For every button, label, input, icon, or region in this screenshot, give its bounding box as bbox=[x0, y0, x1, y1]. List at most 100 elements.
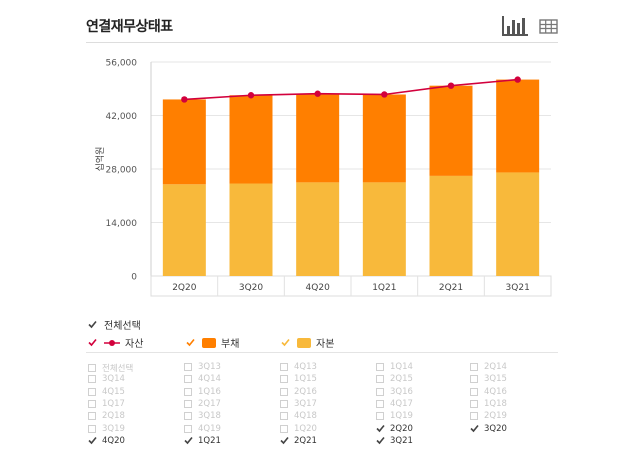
checkbox-empty bbox=[376, 400, 384, 408]
bar-liability-2Q21[interactable] bbox=[430, 86, 473, 176]
x-tick-label: 2Q20 bbox=[172, 283, 197, 293]
period-option-1Q16[interactable]: 1Q16 bbox=[184, 387, 221, 397]
period-label: 4Q14 bbox=[198, 374, 221, 384]
period-option-2Q15[interactable]: 2Q15 bbox=[376, 374, 413, 384]
period-option-1Q21[interactable]: 1Q21 bbox=[184, 436, 221, 446]
checkbox-empty bbox=[88, 388, 96, 396]
checkbox-empty bbox=[470, 363, 478, 371]
check-icon bbox=[184, 436, 193, 445]
period-option-2Q18[interactable]: 2Q18 bbox=[88, 411, 125, 421]
checkbox-empty bbox=[184, 425, 192, 433]
legend-select-all-label: 전체선택 bbox=[104, 317, 141, 332]
period-label: 3Q15 bbox=[484, 374, 507, 384]
point-asset-3Q20[interactable] bbox=[248, 92, 254, 98]
checkbox-empty bbox=[88, 364, 96, 372]
period-label: 1Q20 bbox=[294, 424, 317, 434]
bar-liability-1Q21[interactable] bbox=[363, 94, 406, 182]
legend-label-liability: 부채 bbox=[221, 335, 239, 350]
check-icon bbox=[280, 436, 289, 445]
checkbox-empty bbox=[280, 388, 288, 396]
period-option-1Q14[interactable]: 1Q14 bbox=[376, 362, 413, 372]
bar-liability-4Q20[interactable] bbox=[296, 94, 339, 183]
period-option-전체선택[interactable]: 전체선택 bbox=[88, 362, 133, 374]
period-label: 4Q15 bbox=[102, 387, 125, 397]
period-option-1Q20[interactable]: 1Q20 bbox=[280, 424, 317, 434]
period-option-4Q16[interactable]: 4Q16 bbox=[470, 387, 507, 397]
period-option-1Q19[interactable]: 1Q19 bbox=[376, 411, 413, 421]
period-label: 2Q14 bbox=[484, 362, 507, 372]
y-tick-label: 56,000 bbox=[106, 59, 138, 69]
period-option-4Q13[interactable]: 4Q13 bbox=[280, 362, 317, 372]
period-option-2Q19[interactable]: 2Q19 bbox=[470, 411, 507, 421]
period-option-4Q20[interactable]: 4Q20 bbox=[88, 436, 125, 446]
period-option-4Q14[interactable]: 4Q14 bbox=[184, 374, 221, 384]
period-option-4Q17[interactable]: 4Q17 bbox=[376, 399, 413, 409]
period-label: 2Q18 bbox=[102, 411, 125, 421]
period-option-3Q19[interactable]: 3Q19 bbox=[88, 424, 125, 434]
check-icon bbox=[186, 338, 195, 347]
period-option-4Q19[interactable]: 4Q19 bbox=[184, 424, 221, 434]
period-option-3Q18[interactable]: 3Q18 bbox=[184, 411, 221, 421]
period-option-1Q15[interactable]: 1Q15 bbox=[280, 374, 317, 384]
period-option-2Q14[interactable]: 2Q14 bbox=[470, 362, 507, 372]
period-label: 1Q21 bbox=[198, 436, 221, 446]
y-tick-label: 42,000 bbox=[106, 112, 138, 122]
bar-liability-3Q21[interactable] bbox=[496, 80, 539, 173]
legend-item-asset[interactable]: 자산 bbox=[88, 335, 143, 350]
bar-equity-2Q20[interactable] bbox=[163, 184, 206, 276]
checkbox-empty bbox=[470, 400, 478, 408]
period-option-4Q15[interactable]: 4Q15 bbox=[88, 387, 125, 397]
period-label: 3Q13 bbox=[198, 362, 221, 372]
period-label: 4Q16 bbox=[484, 387, 507, 397]
period-label: 4Q17 bbox=[390, 399, 413, 409]
period-label: 2Q17 bbox=[198, 399, 221, 409]
checkbox-empty bbox=[88, 400, 96, 408]
legend-swatch-liability bbox=[202, 338, 216, 348]
bar-liability-3Q20[interactable] bbox=[230, 95, 273, 183]
period-option-2Q16[interactable]: 2Q16 bbox=[280, 387, 317, 397]
checkbox-empty bbox=[184, 375, 192, 383]
period-option-3Q20[interactable]: 3Q20 bbox=[470, 424, 507, 434]
period-option-3Q15[interactable]: 3Q15 bbox=[470, 374, 507, 384]
period-option-1Q18[interactable]: 1Q18 bbox=[470, 399, 507, 409]
legend-divider bbox=[86, 352, 558, 353]
period-option-2Q21[interactable]: 2Q21 bbox=[280, 436, 317, 446]
legend-select-all[interactable]: 전체선택 bbox=[88, 317, 141, 332]
point-asset-2Q21[interactable] bbox=[448, 82, 454, 88]
balance-sheet-chart: 014,00028,00042,00056,000십억원2Q20 3Q20 4Q20… bbox=[0, 0, 633, 340]
check-icon bbox=[88, 436, 97, 445]
point-asset-4Q20[interactable] bbox=[314, 91, 320, 97]
period-option-3Q14[interactable]: 3Q14 bbox=[88, 374, 125, 384]
period-label: 1Q19 bbox=[390, 411, 413, 421]
period-option-3Q21[interactable]: 3Q21 bbox=[376, 436, 413, 446]
point-asset-3Q21[interactable] bbox=[514, 76, 520, 82]
period-label: 2Q21 bbox=[294, 436, 317, 446]
legend-item-liability[interactable]: 부채 bbox=[186, 335, 239, 350]
point-asset-1Q21[interactable] bbox=[381, 91, 387, 97]
period-option-2Q20[interactable]: 2Q20 bbox=[376, 424, 413, 434]
period-label: 1Q18 bbox=[484, 399, 507, 409]
period-label: 1Q14 bbox=[390, 362, 413, 372]
period-label: 3Q20 bbox=[484, 424, 507, 434]
x-tick-label: 3Q21 bbox=[506, 283, 530, 293]
period-label: 3Q17 bbox=[294, 399, 317, 409]
period-option-3Q13[interactable]: 3Q13 bbox=[184, 362, 221, 372]
period-option-1Q17[interactable]: 1Q17 bbox=[88, 399, 125, 409]
bar-equity-1Q21[interactable] bbox=[363, 182, 406, 276]
legend-label-equity: 자본 bbox=[316, 335, 334, 350]
bar-equity-3Q20[interactable] bbox=[230, 184, 273, 276]
period-label: 2Q20 bbox=[390, 424, 413, 434]
bar-equity-3Q21[interactable] bbox=[496, 172, 539, 276]
period-option-3Q17[interactable]: 3Q17 bbox=[280, 399, 317, 409]
bar-equity-4Q20[interactable] bbox=[296, 182, 339, 276]
bar-equity-2Q21[interactable] bbox=[430, 176, 473, 276]
period-option-3Q16[interactable]: 3Q16 bbox=[376, 387, 413, 397]
period-option-4Q18[interactable]: 4Q18 bbox=[280, 411, 317, 421]
legend-item-equity[interactable]: 자본 bbox=[281, 335, 334, 350]
point-asset-2Q20[interactable] bbox=[181, 96, 187, 102]
bar-liability-2Q20[interactable] bbox=[163, 99, 206, 184]
period-option-2Q17[interactable]: 2Q17 bbox=[184, 399, 221, 409]
period-label: 2Q16 bbox=[294, 387, 317, 397]
y-tick-label: 28,000 bbox=[106, 166, 138, 176]
checkbox-empty bbox=[184, 388, 192, 396]
